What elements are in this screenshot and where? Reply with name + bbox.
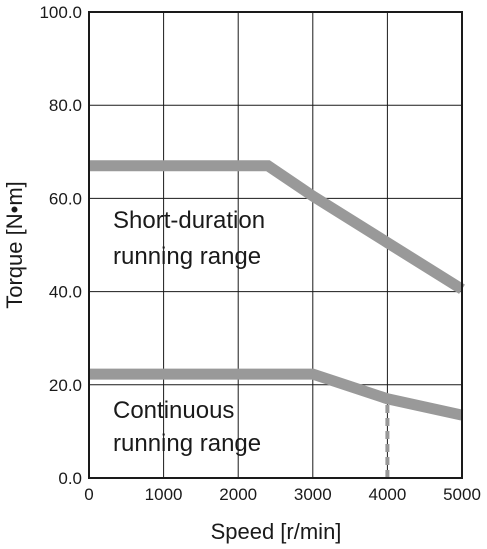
x-tick-label-3: 3000 <box>294 485 332 504</box>
y-tick-label-3: 60.0 <box>49 189 82 208</box>
x-tick-labels: 0 1000 2000 3000 4000 5000 <box>84 485 481 504</box>
short-duration-label-line-2: running range <box>113 243 261 270</box>
series-line-0 <box>89 160 465 294</box>
plot-frame <box>88 11 463 479</box>
x-tick-label-4: 4000 <box>368 485 406 504</box>
grid-lines <box>89 12 462 478</box>
continuous-label-line-1: Continuous <box>113 397 234 424</box>
y-tick-label-2: 40.0 <box>49 283 82 302</box>
series-lines <box>89 160 465 421</box>
x-tick-label-1: 1000 <box>145 485 183 504</box>
y-tick-label-1: 20.0 <box>49 376 82 395</box>
short-duration-label-line-1: Short-duration <box>113 207 265 234</box>
series-line-1 <box>89 368 464 421</box>
continuous-label-line-2: running range <box>113 430 261 457</box>
y-tick-label-4: 80.0 <box>49 96 82 115</box>
y-axis-title: Torque [N•m] <box>2 181 27 309</box>
x-axis-title: Speed [r/min] <box>211 519 342 544</box>
x-tick-label-2: 2000 <box>219 485 257 504</box>
y-tick-label-5: 100.0 <box>39 3 82 22</box>
y-tick-label-0: 0.0 <box>58 469 82 488</box>
y-tick-labels: 0.0 20.0 40.0 60.0 80.0 100.0 <box>39 3 82 488</box>
x-tick-label-0: 0 <box>84 485 93 504</box>
x-tick-label-5: 5000 <box>443 485 481 504</box>
